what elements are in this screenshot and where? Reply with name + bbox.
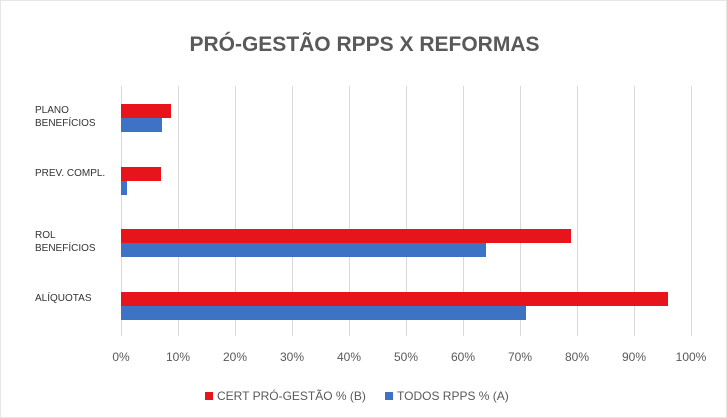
grid-line: [292, 86, 293, 336]
x-tick-label: 20%: [222, 350, 248, 364]
bar: [121, 180, 127, 195]
grid-line: [634, 86, 635, 336]
grid-line: [463, 86, 464, 336]
grid-line: [178, 86, 179, 336]
grid-line: [520, 86, 521, 336]
x-tick-label: 0%: [112, 350, 130, 364]
bar: [121, 305, 526, 320]
category-label: ALÍQUOTAS: [35, 292, 92, 304]
x-tick-label: 100%: [675, 350, 707, 364]
legend-swatch: [205, 392, 213, 400]
x-tick-label: 50%: [393, 350, 419, 364]
bar: [121, 229, 572, 244]
bar: [121, 118, 163, 133]
legend-label: CERT PRÓ-GESTÃO % (B): [217, 389, 366, 403]
bar: [121, 166, 161, 181]
grid-line: [121, 86, 122, 336]
x-tick-label: 30%: [279, 350, 305, 364]
x-tick-label: 90%: [621, 350, 647, 364]
bar: [121, 291, 669, 306]
x-tick-label: 70%: [507, 350, 533, 364]
category-label: PLANO BENEFÍCIOS: [35, 105, 96, 130]
legend-swatch: [385, 392, 393, 400]
x-tick-label: 60%: [450, 350, 476, 364]
x-tick-label: 10%: [165, 350, 191, 364]
grid-line: [577, 86, 578, 336]
category-label: ROL BENEFÍCIOS: [35, 230, 96, 255]
legend-label: TODOS RPPS % (A): [397, 389, 509, 403]
x-tick-label: 80%: [564, 350, 590, 364]
bar: [121, 104, 172, 119]
grid-line: [691, 86, 692, 336]
chart-title: PRÓ-GESTÃO RPPS X REFORMAS: [189, 33, 540, 56]
x-tick-label: 40%: [336, 350, 362, 364]
bar: [121, 243, 486, 258]
grid-line: [349, 86, 350, 336]
grid-line: [406, 86, 407, 336]
grid-line: [235, 86, 236, 336]
category-label: PREV. COMPL.: [35, 167, 106, 179]
